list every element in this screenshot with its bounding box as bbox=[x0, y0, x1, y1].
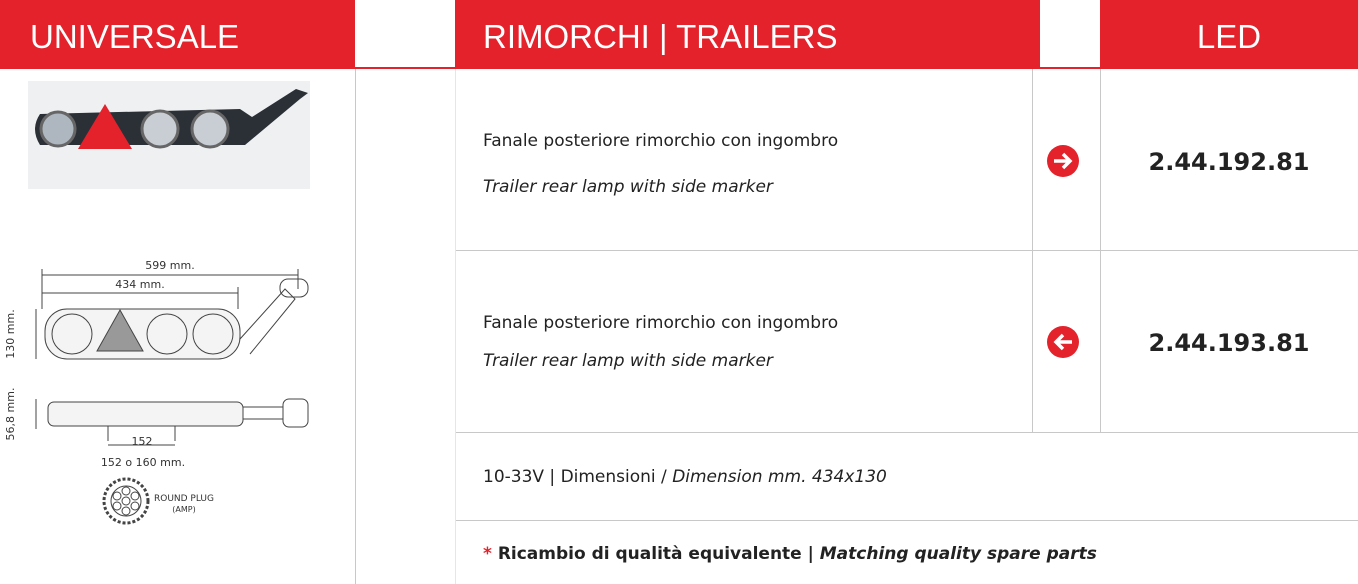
description-it: Fanale posteriore rimorchio con ingombro bbox=[483, 313, 839, 333]
category-label: UNIVERSALE bbox=[0, 0, 355, 68]
dimension-label: 130 mm. bbox=[4, 309, 17, 358]
product-images: 599 mm. 434 mm. 130 mm. 56,8 mm. 152 152… bbox=[4, 81, 310, 525]
row-divider bbox=[455, 520, 1358, 521]
dimension-label: 152 bbox=[132, 435, 153, 448]
dimension-label: 56,8 mm. bbox=[4, 388, 17, 441]
specs-voltage: 10-33V | Dimensioni / bbox=[483, 467, 673, 487]
technology-label: LED bbox=[1100, 0, 1358, 68]
dimension-label: 152 o 160 mm. bbox=[101, 456, 185, 469]
footer-it: Ricambio di qualità equivalente | bbox=[497, 544, 820, 564]
dimension-label: 599 mm. bbox=[145, 259, 194, 272]
description-en: Trailer rear lamp with side marker bbox=[483, 351, 773, 371]
footer-mark: * bbox=[483, 544, 492, 564]
product-code: 2.44.192.81 bbox=[1148, 148, 1310, 176]
section-label: RIMORCHI | TRAILERS bbox=[455, 0, 1040, 68]
arrow-left-icon bbox=[1047, 326, 1079, 358]
footer-en: Matching quality spare parts bbox=[819, 544, 1097, 564]
description-en: Trailer rear lamp with side marker bbox=[483, 177, 773, 197]
arrow-right-icon bbox=[1047, 145, 1079, 177]
specs: 10-33V | Dimensioni / Dimension mm. 434x… bbox=[483, 467, 887, 487]
plug-type: (AMP) bbox=[172, 505, 195, 514]
footer-note: * Ricambio di qualità equivalente | Matc… bbox=[483, 544, 1097, 564]
product-code: 2.44.193.81 bbox=[1148, 329, 1310, 357]
row-divider bbox=[455, 250, 1358, 251]
row-divider bbox=[455, 432, 1358, 433]
header-rule bbox=[0, 67, 1358, 69]
specs-dimension: Dimension mm. 434x130 bbox=[672, 467, 887, 487]
plug-label: ROUND PLUG bbox=[154, 494, 214, 504]
column-divider bbox=[455, 69, 456, 584]
description-it: Fanale posteriore rimorchio con ingombro bbox=[483, 131, 839, 151]
dimension-label: 434 mm. bbox=[115, 278, 164, 291]
column-divider bbox=[355, 69, 356, 584]
